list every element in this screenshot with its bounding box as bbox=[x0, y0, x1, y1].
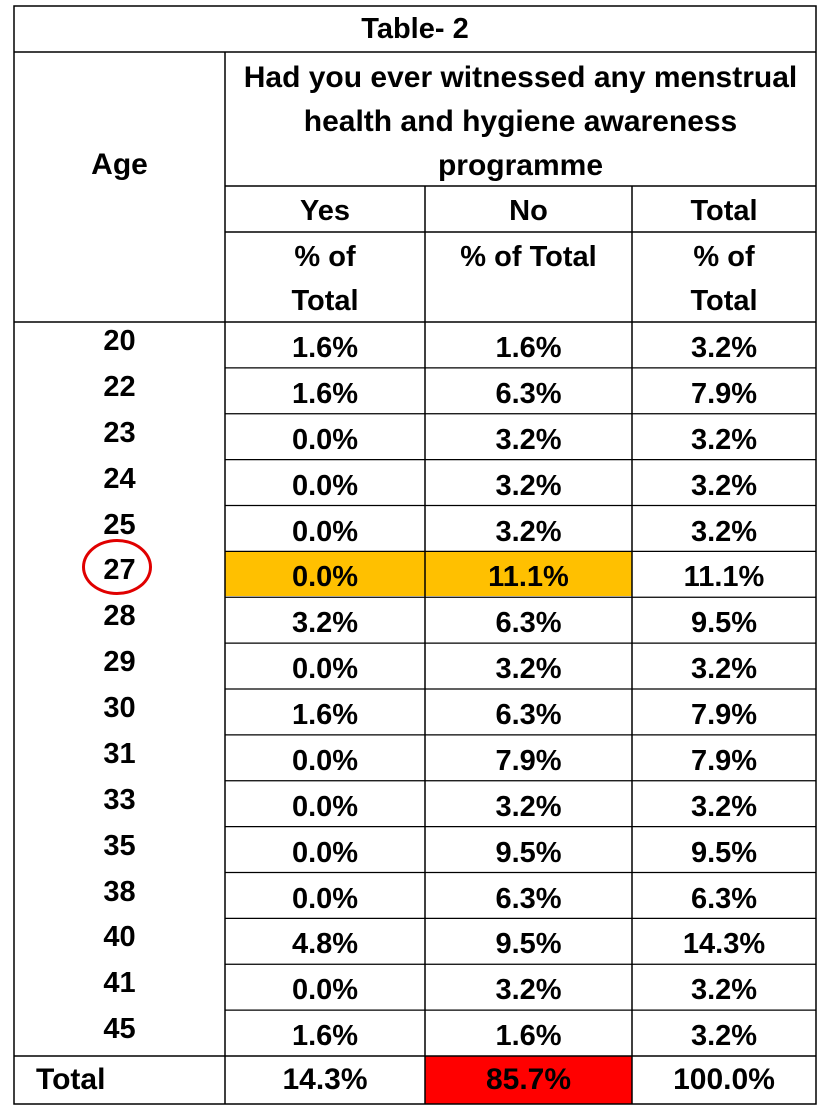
no-cell: 6.3% bbox=[495, 882, 562, 915]
question-header: Had you ever witnessed any menstrual hea… bbox=[243, 61, 798, 182]
highlight-age-27 bbox=[225, 552, 632, 596]
no-cell: 3.2% bbox=[495, 653, 562, 686]
age-cell: 31 bbox=[103, 737, 136, 770]
yes-cell: 0.0% bbox=[291, 744, 359, 777]
yes-cell: 1.6% bbox=[291, 377, 359, 410]
yes-cell: 0.0% bbox=[291, 515, 359, 548]
no-cell: 1.6% bbox=[495, 1020, 562, 1053]
age-cell: 35 bbox=[103, 829, 136, 862]
total-cell: 11.1% bbox=[683, 561, 765, 594]
yes-cell: 0.0% bbox=[291, 653, 359, 686]
total-yes: 14.3% bbox=[282, 1063, 368, 1096]
age-cell: 24 bbox=[103, 462, 136, 495]
total-total: 100.0% bbox=[673, 1063, 775, 1096]
no-subheader: % of Total bbox=[460, 241, 597, 273]
table-title: Table- 2 bbox=[361, 13, 469, 45]
total-cell: 6.3% bbox=[690, 882, 758, 915]
age-cell: 41 bbox=[103, 967, 136, 1000]
total-cell: 3.2% bbox=[690, 469, 758, 502]
yes-cell: 0.0% bbox=[291, 974, 359, 1007]
age-cell: 29 bbox=[103, 646, 136, 679]
age-cell: 40 bbox=[103, 921, 136, 954]
age-header: Age bbox=[91, 148, 148, 181]
total-cell: 7.9% bbox=[690, 377, 758, 410]
total-cell: 9.5% bbox=[690, 607, 758, 640]
yes-cell: 0.0% bbox=[291, 561, 359, 594]
age-27-circle bbox=[82, 539, 152, 595]
total-no: 85.7% bbox=[485, 1063, 572, 1096]
age-cell: 38 bbox=[103, 875, 136, 908]
age-cell: 45 bbox=[103, 1013, 136, 1046]
no-cell: 11.1% bbox=[488, 561, 569, 594]
yes-cell: 4.8% bbox=[291, 928, 359, 961]
yes-cell: 0.0% bbox=[291, 882, 359, 915]
yes-cell: 0.0% bbox=[291, 423, 359, 456]
no-cell: 7.9% bbox=[495, 744, 562, 777]
total-cell: 3.2% bbox=[690, 423, 758, 456]
total-cell: 3.2% bbox=[690, 653, 758, 686]
total-cell: 3.2% bbox=[690, 974, 758, 1007]
total-cell: 7.9% bbox=[690, 699, 758, 731]
yes-subheader: % of Total bbox=[291, 241, 359, 317]
total-cell: 14.3% bbox=[682, 928, 766, 961]
yes-cell: 0.0% bbox=[291, 469, 359, 502]
total-cell: 3.2% bbox=[690, 790, 758, 823]
total-cell: 3.2% bbox=[690, 332, 758, 364]
no-cell: 3.2% bbox=[495, 790, 562, 823]
age-cell: 28 bbox=[103, 600, 136, 633]
age-cell: 33 bbox=[103, 783, 136, 816]
age-cell: 30 bbox=[103, 692, 136, 724]
no-cell: 9.5% bbox=[495, 928, 562, 961]
yes-cell: 1.6% bbox=[291, 1020, 359, 1053]
yes-cell: 3.2% bbox=[291, 607, 359, 640]
age-cell: 20 bbox=[103, 325, 136, 357]
total-subheader: % of Total bbox=[690, 241, 758, 317]
age-cell: 25 bbox=[103, 508, 136, 541]
yes-header: Yes bbox=[300, 195, 350, 227]
total-row-label: Total bbox=[36, 1063, 106, 1096]
highlight-total-no bbox=[425, 1056, 632, 1104]
total-cell: 9.5% bbox=[690, 836, 758, 869]
total-cell: 7.9% bbox=[690, 744, 758, 777]
total-cell: 3.2% bbox=[690, 515, 758, 548]
age-cell: 22 bbox=[103, 370, 136, 403]
total-cell: 3.2% bbox=[690, 1020, 758, 1053]
no-cell: 3.2% bbox=[495, 974, 562, 1007]
no-header: No bbox=[509, 195, 548, 227]
no-cell: 6.3% bbox=[495, 699, 562, 731]
yes-cell: 0.0% bbox=[291, 836, 359, 869]
no-cell: 9.5% bbox=[495, 836, 562, 869]
age-cell: 23 bbox=[103, 416, 136, 449]
yes-cell: 0.0% bbox=[291, 790, 359, 823]
total-header: Total bbox=[690, 195, 758, 227]
no-cell: 1.6% bbox=[495, 332, 562, 364]
yes-cell: 1.6% bbox=[291, 332, 359, 364]
no-cell: 3.2% bbox=[495, 469, 562, 502]
no-cell: 6.3% bbox=[495, 607, 562, 640]
yes-cell: 1.6% bbox=[291, 699, 359, 731]
no-cell: 3.2% bbox=[495, 515, 562, 548]
no-cell: 6.3% bbox=[495, 377, 562, 410]
no-cell: 3.2% bbox=[495, 423, 562, 456]
